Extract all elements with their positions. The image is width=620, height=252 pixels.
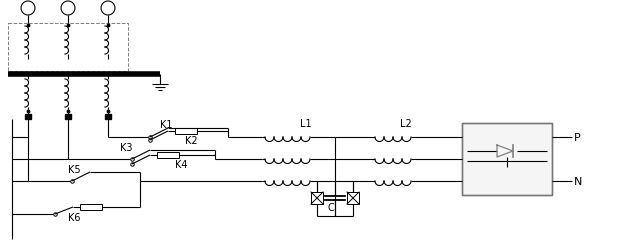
Bar bbox=[347, 192, 359, 204]
Bar bbox=[462, 123, 552, 195]
Text: L1: L1 bbox=[300, 118, 312, 129]
Bar bbox=[105, 115, 111, 119]
Bar bbox=[157, 152, 179, 158]
Text: K2: K2 bbox=[185, 136, 198, 145]
Bar bbox=[462, 123, 552, 195]
Text: K3: K3 bbox=[120, 142, 133, 152]
Text: C: C bbox=[327, 202, 334, 212]
Bar bbox=[80, 204, 102, 210]
Text: K1: K1 bbox=[160, 119, 172, 130]
Bar bbox=[25, 115, 31, 119]
Bar bbox=[311, 192, 323, 204]
Bar bbox=[175, 129, 197, 135]
Text: K4: K4 bbox=[175, 159, 187, 169]
Text: K5: K5 bbox=[68, 164, 81, 174]
Bar bbox=[65, 115, 71, 119]
Bar bbox=[8, 24, 128, 72]
Text: N: N bbox=[574, 176, 582, 186]
Text: L2: L2 bbox=[400, 118, 412, 129]
Text: P: P bbox=[574, 133, 581, 142]
Text: K6: K6 bbox=[68, 212, 81, 222]
